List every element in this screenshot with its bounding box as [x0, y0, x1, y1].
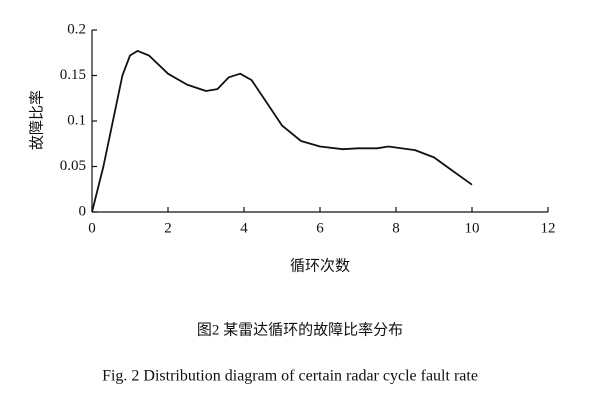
- caption-en: Fig. 2 Distribution diagram of certain r…: [102, 368, 478, 385]
- caption-cn: 图2 某雷达循环的故障比率分布: [197, 320, 403, 338]
- x-tick-label: 4: [240, 220, 248, 236]
- x-tick-label: 10: [465, 220, 480, 236]
- y-axis-label: 故障比率: [27, 90, 45, 150]
- x-tick-label: 6: [316, 220, 324, 236]
- line: [91, 50, 473, 213]
- x-tick-label: 2: [164, 220, 172, 236]
- y-tick-label: 0.2: [67, 21, 86, 37]
- y-tick-label: 0: [79, 203, 87, 219]
- y-tick-label: 0.05: [60, 158, 86, 174]
- x-axis-label: 循环次数: [290, 257, 350, 274]
- x-tick-label: 0: [88, 220, 96, 236]
- y-tick-label: 0.15: [60, 67, 86, 83]
- x-tick-label: 8: [392, 220, 400, 236]
- y-tick-label: 0.1: [67, 112, 86, 128]
- x-tick-label: 12: [541, 220, 556, 236]
